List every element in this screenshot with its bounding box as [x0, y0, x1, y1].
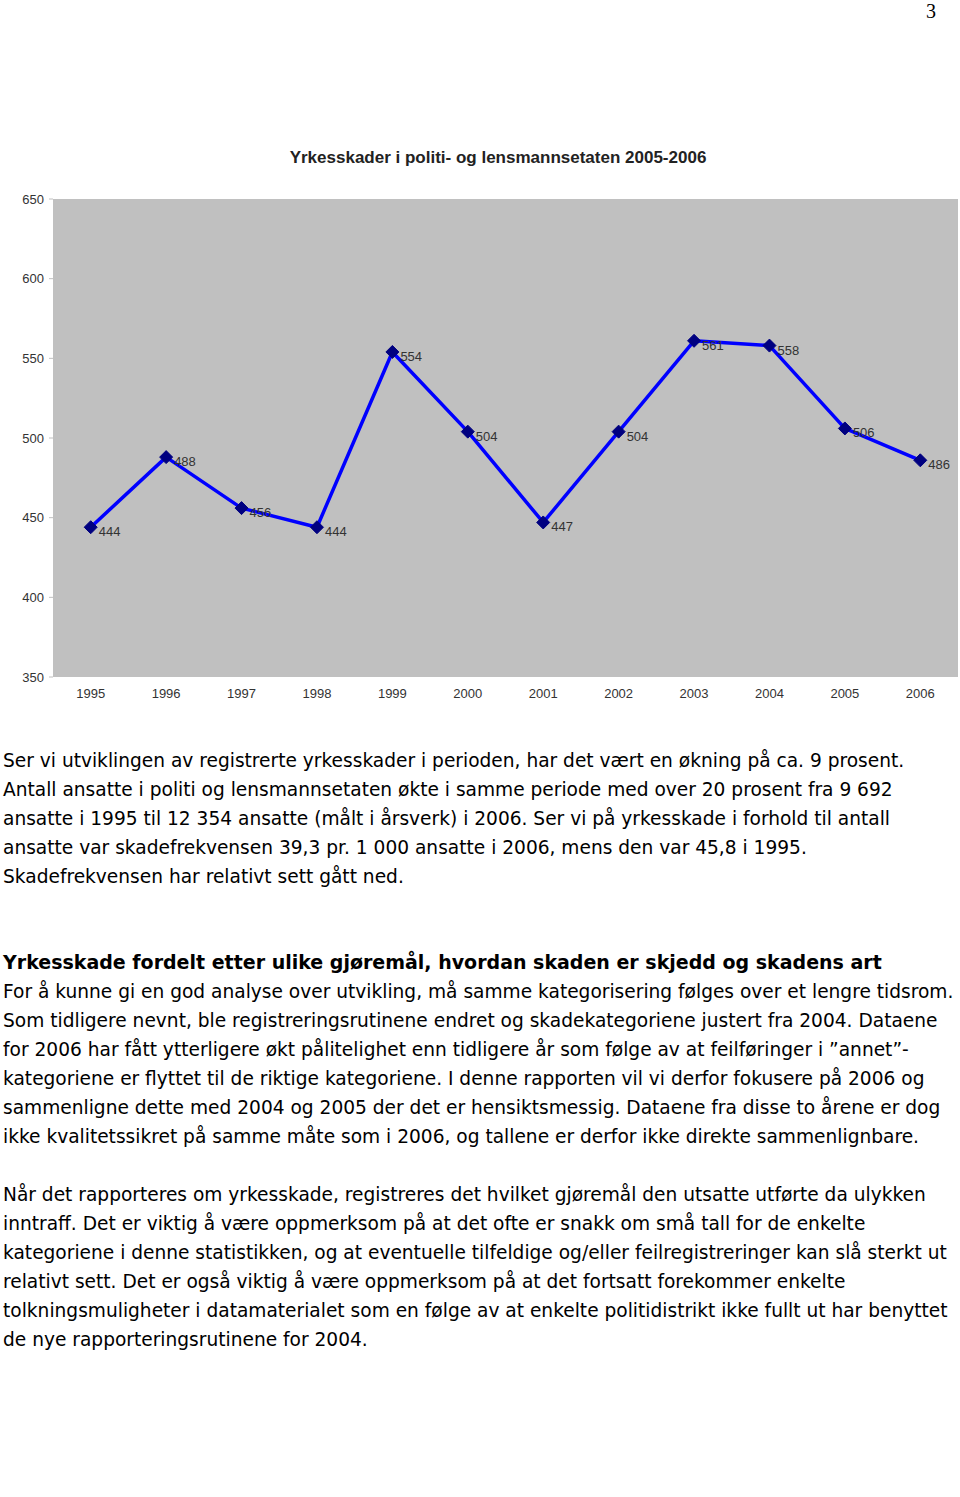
marker — [537, 516, 550, 529]
body-text: Ser vi utviklingen av registrerte yrkess… — [3, 746, 955, 1354]
paragraph: Ser vi utviklingen av registrerte yrkess… — [3, 746, 955, 891]
marker — [461, 425, 474, 438]
y-tick — [49, 677, 53, 678]
y-tick-label: 450 — [22, 510, 44, 525]
y-tick-label: 350 — [22, 670, 44, 685]
y-tick — [49, 278, 53, 279]
series-group — [84, 334, 927, 533]
y-tick — [49, 438, 53, 439]
chart: Yrkesskader i politi- og lensmannsetaten… — [0, 0, 960, 720]
x-tick-label: 2000 — [453, 686, 482, 701]
y-tick-label: 500 — [22, 431, 44, 446]
marker — [386, 345, 399, 358]
plot-area — [53, 199, 958, 677]
x-tick-label: 1997 — [227, 686, 256, 701]
x-tick-label: 2002 — [604, 686, 633, 701]
x-tick-label: 1996 — [152, 686, 181, 701]
marker — [838, 422, 851, 435]
x-tick-label: 2005 — [830, 686, 859, 701]
data-label: 504 — [627, 429, 649, 444]
data-label: 558 — [777, 343, 799, 358]
marker — [84, 521, 97, 534]
data-label: 506 — [853, 425, 875, 440]
data-label: 561 — [702, 338, 724, 353]
x-tick-label: 1998 — [302, 686, 331, 701]
data-label: 504 — [476, 429, 498, 444]
paragraph: For å kunne gi en god analyse over utvik… — [3, 977, 955, 1151]
data-label: 456 — [250, 505, 272, 520]
data-label: 486 — [928, 457, 950, 472]
y-tick-label: 650 — [22, 192, 44, 207]
y-tick-label: 400 — [22, 590, 44, 605]
series-line — [91, 341, 921, 527]
chart-title: Yrkesskader i politi- og lensmannsetaten… — [290, 148, 707, 167]
data-label: 488 — [174, 454, 196, 469]
marker — [160, 451, 173, 464]
x-tick-label: 2006 — [906, 686, 935, 701]
x-tick-label: 2003 — [680, 686, 709, 701]
x-tick-label: 2001 — [529, 686, 558, 701]
y-tick — [49, 597, 53, 598]
heading: Yrkesskade fordelt etter ulike gjøremål,… — [3, 948, 955, 976]
data-label: 444 — [325, 524, 347, 539]
data-label: 554 — [400, 349, 422, 364]
y-tick — [49, 517, 53, 518]
data-label: 447 — [551, 519, 573, 534]
page-number: 3 — [926, 0, 936, 23]
page: {"page_number": "3", "chart_data": {"typ… — [0, 0, 960, 1497]
marker — [763, 339, 776, 352]
x-tick-label: 1999 — [378, 686, 407, 701]
paragraph: Når det rapporteres om yrkesskade, regis… — [3, 1180, 955, 1354]
marker — [235, 502, 248, 515]
y-tick-label: 600 — [22, 271, 44, 286]
data-label: 444 — [99, 524, 121, 539]
x-tick-label: 1995 — [76, 686, 105, 701]
y-tick — [49, 358, 53, 359]
y-tick-label: 550 — [22, 351, 44, 366]
y-tick — [49, 199, 53, 200]
x-tick-label: 2004 — [755, 686, 784, 701]
marker — [612, 425, 625, 438]
marker — [914, 454, 927, 467]
marker — [310, 521, 323, 534]
marker — [688, 334, 701, 347]
